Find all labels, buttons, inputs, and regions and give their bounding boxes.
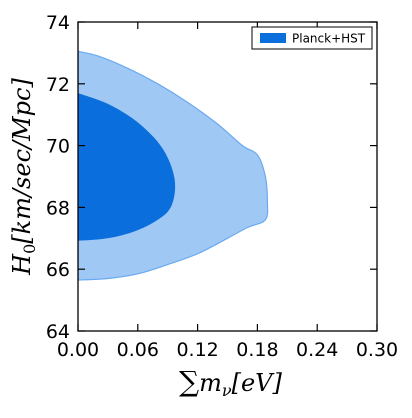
y-tick-label: 74 — [46, 12, 70, 34]
contour-68pct — [78, 93, 176, 241]
y-axis-label: H0[km/sec/Mpc] — [8, 78, 39, 276]
y-tick-label: 68 — [46, 197, 70, 219]
x-tick-label: 0.00 — [57, 339, 99, 361]
y-tick-label: 64 — [46, 321, 70, 343]
x-tick-label: 0.30 — [356, 339, 398, 361]
y-tick-label: 72 — [46, 74, 70, 96]
axis-labels: ∑mν[eV] H0[km/sec/Mpc] — [8, 78, 283, 400]
x-tick-label: 0.18 — [236, 339, 278, 361]
legend-swatch — [260, 33, 286, 43]
y-tick-label: 70 — [46, 136, 70, 158]
plot-area — [78, 50, 269, 281]
legend: Planck+HST — [251, 26, 373, 50]
axes: 0.00 0.06 0.12 0.18 0.24 0.30 64 66 68 70 72 74 — [46, 12, 398, 361]
x-axis-label: ∑mν[eV] — [179, 365, 282, 400]
legend-label: Planck+HST — [292, 32, 366, 46]
legend-box — [251, 26, 373, 50]
y-tick-label: 66 — [46, 259, 70, 281]
x-tick-label: 0.06 — [117, 339, 159, 361]
plot-frame — [77, 21, 378, 332]
x-tick-label: 0.24 — [296, 339, 338, 361]
x-tick-label: 0.12 — [176, 339, 218, 361]
